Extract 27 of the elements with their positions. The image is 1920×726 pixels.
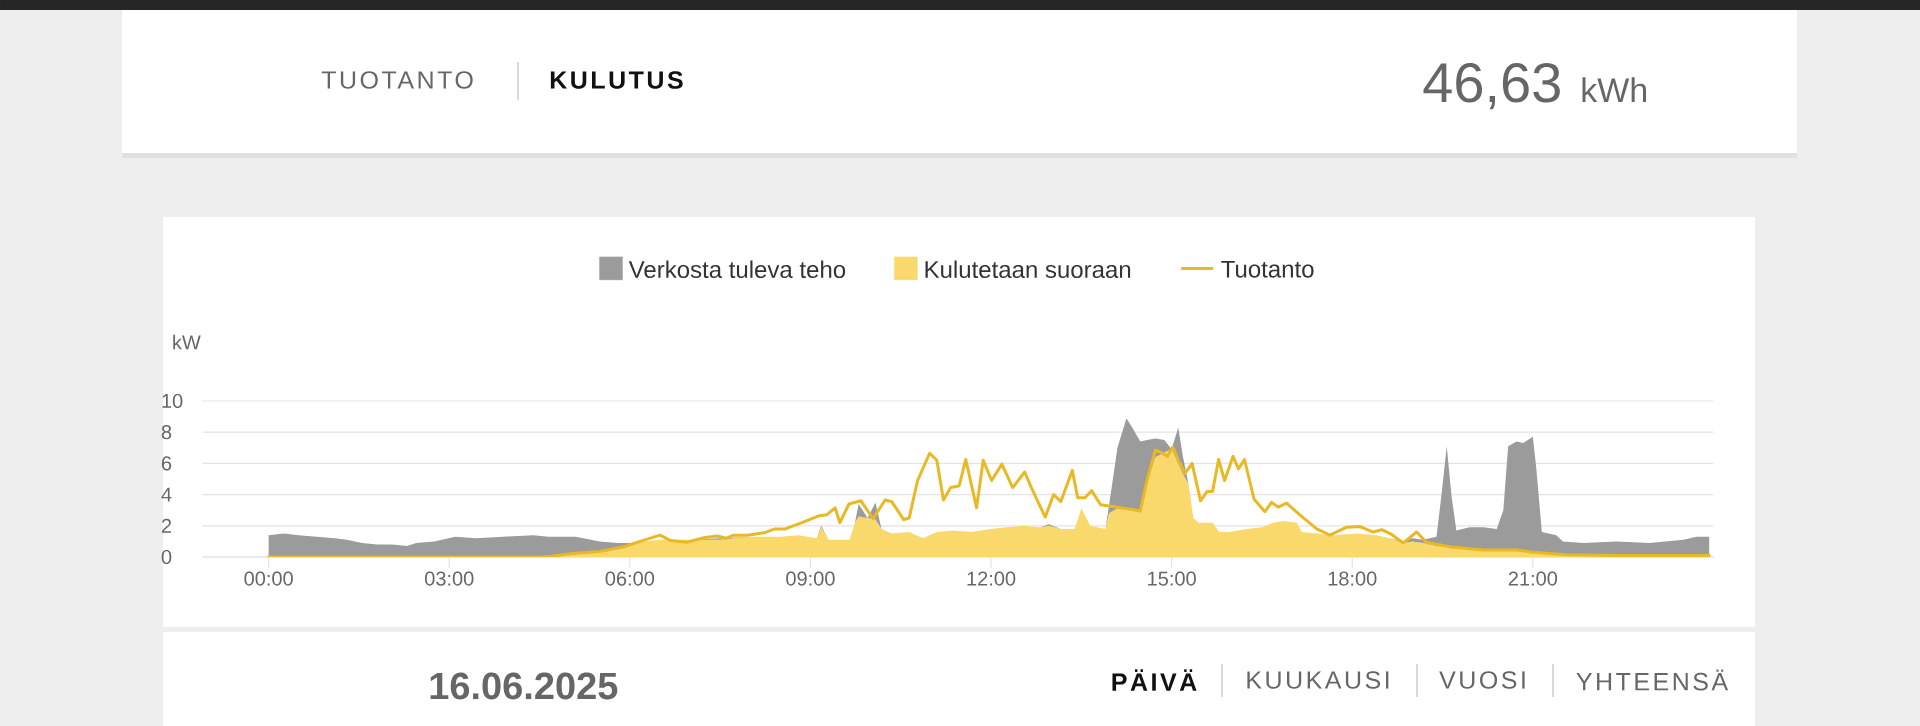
x-tick-label: 00:00 — [244, 571, 293, 586]
text: KUUKAUSI — [1247, 671, 1389, 689]
y-tick-label: 6 — [161, 456, 172, 471]
y-axis-title: kW — [173, 334, 201, 350]
text: 16.06.2025 — [430, 672, 618, 700]
text: kWh — [1582, 77, 1646, 102]
text: YHTEENSÄ — [1576, 669, 1729, 691]
chart-title: KULUTUS — [550, 71, 683, 89]
x-tick-label: 12:00 — [967, 571, 1016, 586]
x-tick-label: 18:00 — [1328, 571, 1377, 586]
text: VUOSI — [1439, 671, 1525, 689]
x-tick-label: 03:00 — [424, 571, 474, 586]
x-tick-label: 06:00 — [605, 571, 655, 586]
text: PÄIVÄ — [1112, 669, 1197, 691]
x-tick-label: 09:00 — [786, 571, 835, 586]
text: TUOTANTO — [321, 71, 473, 89]
legend-label: Kulutetaan suoraan — [925, 260, 1131, 279]
legend-label: Verkosta tuleva teho — [628, 260, 846, 279]
legend-label: Tuotanto — [1221, 260, 1314, 278]
y-tick-label: 8 — [161, 425, 172, 440]
x-tick-label: 15:00 — [1148, 571, 1196, 586]
y-tick-label: 10 — [162, 393, 183, 409]
y-tick-label: 2 — [161, 518, 172, 533]
y-tick-label: 4 — [161, 487, 172, 502]
y-tick-label: 0 — [161, 549, 172, 565]
x-tick-label: 21:00 — [1508, 571, 1558, 586]
text: 46,63 — [1423, 62, 1560, 110]
